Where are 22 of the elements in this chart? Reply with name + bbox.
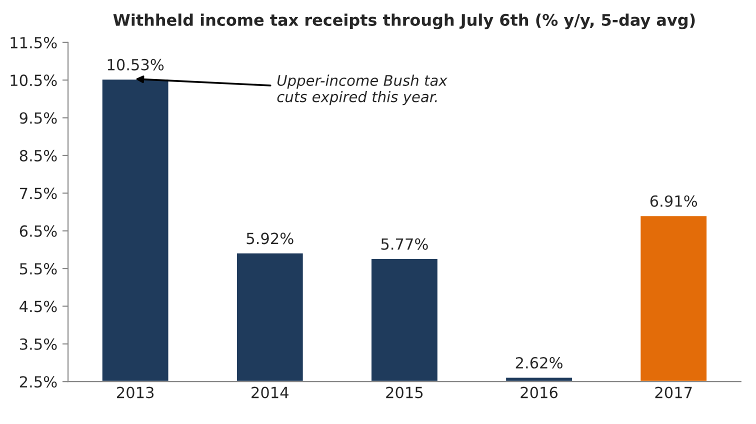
x-tick-label: 2016 [520, 386, 558, 398]
y-tick-label: 9.5% [20, 112, 57, 124]
y-tick-label: 6.5% [20, 225, 57, 237]
y-tick-label: 4.5% [20, 300, 57, 312]
data-label: 5.92% [246, 232, 294, 244]
data-label: 5.77% [381, 238, 428, 250]
x-tick-label: 2013 [117, 386, 154, 398]
data-label: 2.62% [516, 357, 562, 369]
y-tick-label: 10.5% [10, 74, 57, 86]
y-tick-label: 7.5% [20, 188, 57, 200]
data-label: 10.53% [108, 58, 164, 70]
y-tick-label: 11.5% [10, 36, 57, 48]
y-tick-label: 3.5% [20, 338, 57, 350]
y-tick-label: 2.5% [20, 376, 57, 388]
chart-title: Withheld income tax receipts through July 6th (% y/y, 5-day avg) [113, 14, 695, 30]
y-tick-label: 5.5% [20, 263, 57, 275]
data-label: 6.91% [650, 195, 698, 207]
x-tick-label: 2017 [655, 386, 692, 398]
y-tick-label: 8.5% [20, 150, 57, 162]
annotation: Upper-income Bush tax cuts expired this year. [277, 74, 448, 106]
x-tick-label: 2015 [386, 386, 423, 398]
x-tick-label: 2014 [252, 386, 288, 398]
